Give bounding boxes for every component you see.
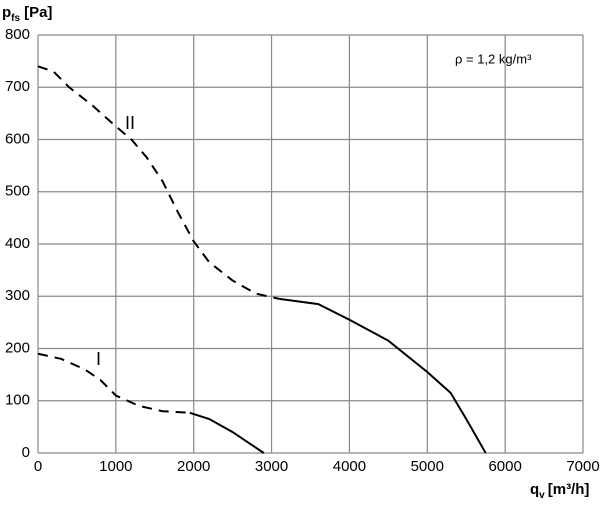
y-tick-label: 800 bbox=[5, 26, 30, 43]
x-label-unit: [m³/h] bbox=[548, 481, 590, 498]
x-tick-label: 0 bbox=[34, 458, 42, 475]
curve-dashed bbox=[37, 352, 190, 414]
y-label-main: p bbox=[2, 4, 11, 21]
x-label-main: q bbox=[530, 481, 539, 498]
y-tick-label: 700 bbox=[5, 78, 30, 95]
curve-dashed bbox=[37, 65, 280, 300]
annotation: ρ = 1,2 kg/m³ bbox=[455, 51, 532, 66]
y-label-sub: fs bbox=[11, 13, 20, 24]
y-axis-label: pfs [Pa] bbox=[2, 4, 52, 24]
x-tick-label: 4000 bbox=[333, 458, 366, 475]
y-label-unit: [Pa] bbox=[24, 4, 52, 21]
y-tick-label: 200 bbox=[5, 339, 30, 356]
y-tick-label: 100 bbox=[5, 392, 30, 409]
curve-label: II bbox=[125, 113, 135, 133]
x-tick-label: 5000 bbox=[411, 458, 444, 475]
x-tick-label: 6000 bbox=[488, 458, 521, 475]
y-tick-label: 0 bbox=[22, 444, 30, 461]
curve-solid bbox=[279, 297, 487, 454]
x-tick-label: 7000 bbox=[566, 458, 599, 475]
x-tick-label: 1000 bbox=[99, 458, 132, 475]
y-tick-label: 300 bbox=[5, 287, 30, 304]
curve-solid bbox=[189, 411, 265, 454]
y-tick-label: 400 bbox=[5, 235, 30, 252]
y-tick-label: 600 bbox=[5, 130, 30, 147]
y-tick-label: 500 bbox=[5, 183, 30, 200]
x-tick-label: 3000 bbox=[255, 458, 288, 475]
curve-label: I bbox=[96, 349, 101, 369]
x-label-sub: v bbox=[539, 490, 545, 501]
x-axis-label: qv [m³/h] bbox=[530, 481, 589, 501]
x-tick-label: 2000 bbox=[177, 458, 210, 475]
